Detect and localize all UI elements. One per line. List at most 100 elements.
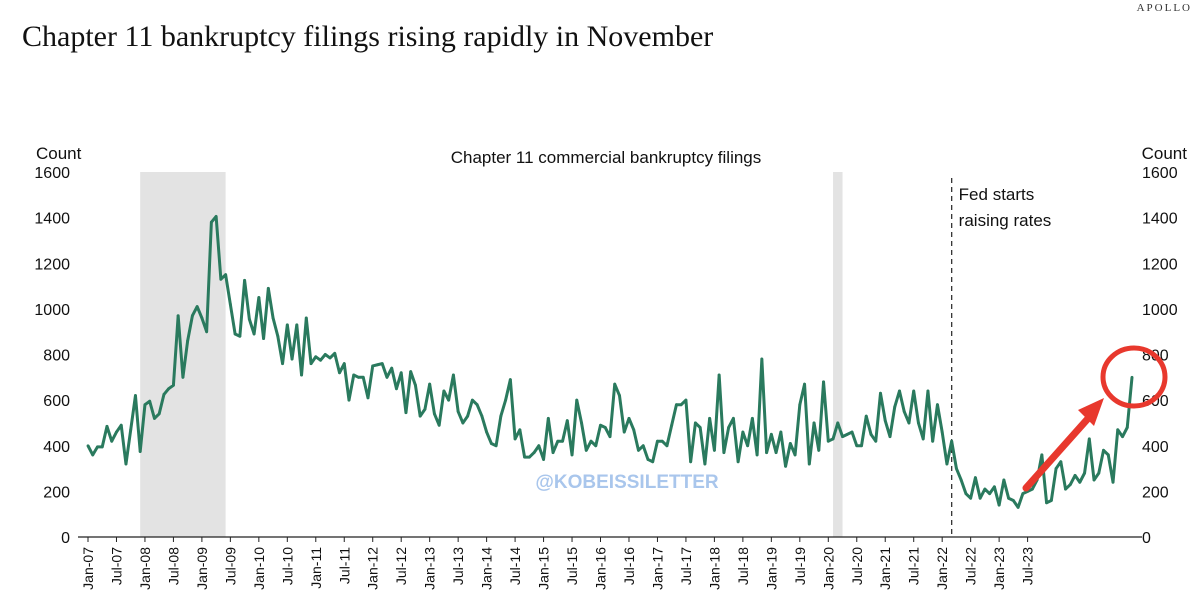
data-point — [902, 410, 906, 413]
data-point — [1064, 487, 1067, 491]
data-point — [300, 373, 303, 377]
fed-annotation-line2: raising rates — [959, 211, 1052, 230]
data-point — [670, 423, 674, 427]
data-point — [817, 448, 821, 452]
data-point — [1106, 453, 1110, 457]
data-point — [603, 426, 607, 429]
data-point — [414, 383, 417, 387]
data-point — [480, 414, 484, 418]
data-point — [717, 373, 721, 377]
data-point — [285, 323, 289, 327]
data-point — [428, 382, 432, 386]
x-tick-label: Jul-19 — [792, 547, 808, 585]
data-point — [157, 412, 161, 416]
y-tick-label-right: 600 — [1142, 393, 1169, 410]
y-tick-label-left: 1200 — [34, 256, 70, 273]
data-point — [822, 380, 825, 384]
data-point — [523, 455, 526, 459]
x-tick-label: Jan-11 — [308, 547, 324, 589]
data-point — [703, 462, 707, 466]
data-point — [489, 442, 493, 445]
data-point — [746, 444, 750, 448]
data-point — [945, 462, 949, 466]
data-point — [485, 430, 489, 434]
data-point — [333, 351, 337, 355]
data-point — [812, 421, 816, 425]
x-tick-label: Jan-07 — [80, 547, 96, 590]
data-point — [271, 316, 275, 320]
data-point — [660, 439, 664, 443]
y-axis-label-right: Count — [1142, 144, 1188, 163]
data-point — [404, 411, 408, 415]
data-point — [879, 391, 882, 395]
data-point — [565, 419, 569, 423]
x-tick-label: Jul-12 — [393, 547, 409, 585]
data-point — [803, 382, 806, 386]
data-point — [608, 435, 612, 439]
data-point — [855, 444, 859, 448]
data-point — [499, 414, 503, 418]
data-point — [447, 398, 451, 402]
data-point — [143, 403, 147, 407]
highlight-arrow — [1022, 410, 1096, 492]
data-point — [964, 492, 968, 496]
data-point — [319, 358, 322, 362]
x-tick-label: Jan-09 — [194, 547, 210, 590]
y-tick-label-left: 1400 — [34, 211, 70, 228]
data-point — [385, 375, 389, 379]
data-point — [836, 421, 840, 425]
data-point — [931, 439, 935, 443]
y-tick-label-right: 1400 — [1142, 211, 1178, 228]
data-point — [138, 450, 142, 453]
data-point — [955, 467, 958, 470]
data-point — [584, 448, 588, 452]
data-point — [874, 439, 878, 443]
data-point — [741, 430, 745, 434]
data-point — [1021, 492, 1025, 496]
highlight-circle — [1100, 345, 1168, 409]
data-point — [575, 398, 579, 402]
y-tick-label-right: 400 — [1142, 439, 1169, 456]
data-point — [100, 445, 104, 449]
x-tick-label: Jan-20 — [820, 547, 836, 590]
data-point — [328, 356, 332, 360]
data-point — [893, 405, 897, 409]
data-point — [409, 370, 413, 374]
data-point — [91, 453, 95, 457]
y-tick-label-right: 1200 — [1142, 256, 1178, 273]
data-point — [205, 330, 209, 334]
data-point — [1130, 375, 1134, 379]
data-point — [304, 316, 308, 320]
data-point — [494, 444, 498, 448]
data-point — [656, 439, 659, 443]
data-point — [641, 444, 645, 448]
data-point — [570, 453, 574, 457]
data-point — [1007, 496, 1011, 500]
x-tick-label: Jul-13 — [450, 547, 466, 585]
data-point — [1049, 499, 1053, 502]
y-tick-label-left: 400 — [43, 439, 70, 456]
data-point — [1002, 478, 1006, 482]
data-point — [124, 462, 128, 466]
data-point — [864, 414, 868, 418]
data-point — [1030, 487, 1034, 491]
data-point — [518, 428, 522, 432]
y-tick-label-left: 1600 — [34, 165, 70, 182]
data-point — [243, 278, 247, 282]
x-tick-label: Jul-11 — [336, 547, 352, 584]
x-tick-label: Jan-22 — [934, 547, 950, 590]
data-point — [129, 428, 133, 432]
data-point — [1078, 480, 1082, 484]
x-tick-label: Jan-23 — [991, 547, 1007, 590]
data-point — [475, 403, 479, 407]
x-tick-label: Jan-08 — [137, 547, 153, 590]
data-point — [722, 451, 726, 454]
chart-title: Chapter 11 commercial bankruptcy filings — [451, 148, 762, 167]
data-point — [361, 375, 365, 379]
data-point — [883, 419, 887, 423]
data-point — [262, 337, 265, 340]
data-point — [380, 362, 384, 366]
data-point — [390, 366, 394, 370]
data-point — [921, 437, 925, 441]
data-point — [860, 444, 863, 448]
